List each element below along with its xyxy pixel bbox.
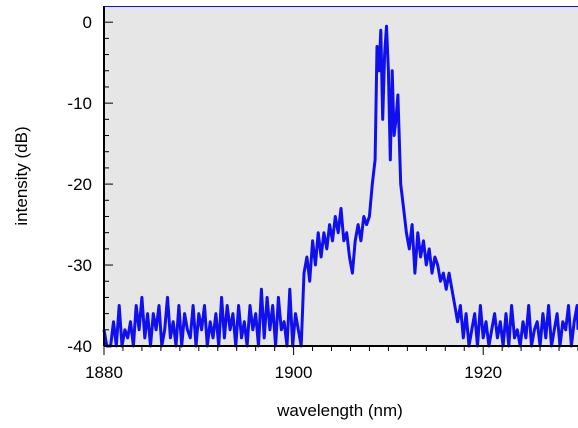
- plot-background: [104, 6, 578, 346]
- series-layer: [102, 24, 578, 348]
- y-tick-label: -30: [67, 256, 92, 275]
- y-tick-label: -20: [67, 175, 92, 194]
- x-tick-label: 1880: [85, 363, 123, 382]
- x-tick-label: 1920: [464, 363, 502, 382]
- spectrum-line-0: [102, 24, 578, 348]
- tick-layer: 0 -10 -20 -30 -40 1880 1900 1920: [67, 13, 578, 382]
- x-axis-title: wavelength (nm): [276, 401, 403, 420]
- x-tick-label: 1900: [275, 363, 313, 382]
- axis-layer: [103, 6, 578, 347]
- y-tick-label: 0: [83, 13, 92, 32]
- y-axis-title: intensity (dB): [12, 126, 31, 225]
- y-tick-label: -40: [67, 337, 92, 356]
- y-tick-label: -10: [67, 94, 92, 113]
